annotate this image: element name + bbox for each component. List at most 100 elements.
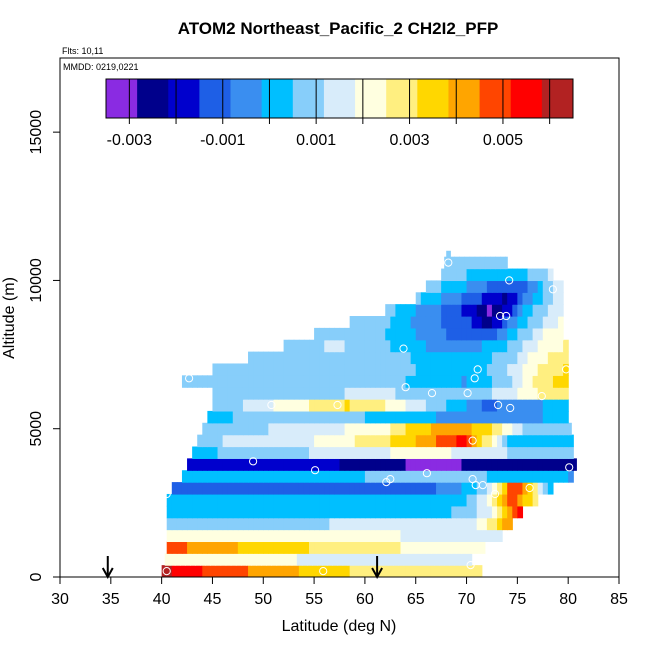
heatmap-cell	[273, 517, 280, 531]
heatmap-cell	[283, 493, 290, 507]
heatmap-cell	[202, 517, 208, 531]
heatmap-cell	[573, 458, 577, 471]
heatmap-cell	[497, 399, 503, 412]
heatmap-cell	[449, 553, 455, 566]
heatmap-cell	[552, 375, 559, 388]
heatmap-cell	[217, 458, 224, 471]
heatmap-cell	[415, 565, 422, 577]
heatmap-cell	[522, 339, 529, 353]
heatmap-cell	[181, 482, 188, 495]
heatmap-cell	[410, 482, 417, 495]
heatmap-cell	[476, 339, 483, 353]
heatmap-cell	[324, 422, 330, 436]
y-axis-label: Altitude (m)	[1, 277, 18, 359]
heatmap-cell	[385, 327, 391, 341]
heatmap-cell	[298, 399, 305, 412]
heatmap-cell	[237, 493, 244, 507]
heatmap-cell	[517, 327, 524, 341]
heatmap-cell	[263, 517, 269, 531]
heatmap-cell	[242, 434, 249, 448]
heatmap-cell	[425, 434, 432, 448]
heatmap-cell	[309, 505, 315, 519]
heatmap-cell	[349, 470, 356, 483]
heatmap-cell	[354, 410, 361, 424]
heatmap-cell	[207, 434, 214, 448]
heatmap-cell	[334, 399, 341, 412]
heatmap-cell	[166, 529, 173, 543]
heatmap-cell	[192, 482, 198, 495]
heatmap-cell	[471, 387, 478, 400]
heatmap-cell	[461, 565, 468, 577]
heatmap-cell	[491, 280, 498, 293]
heatmap-cell	[393, 553, 400, 566]
heatmap-cell	[268, 470, 275, 483]
heatmap-cell	[441, 410, 447, 424]
heatmap-cell	[273, 363, 280, 376]
heatmap-cell	[380, 470, 386, 483]
heatmap-cell	[542, 268, 549, 282]
heatmap-cell	[436, 327, 442, 341]
heatmap-cell	[532, 399, 539, 412]
heatmap-cell	[451, 482, 457, 495]
heatmap-cell	[563, 339, 569, 353]
heatmap-cell	[430, 422, 437, 436]
heatmap-cell	[202, 482, 208, 495]
heatmap-cell	[319, 482, 325, 495]
heatmap-cell	[436, 410, 442, 424]
heatmap-cell	[456, 351, 463, 365]
heatmap-cell	[166, 493, 173, 507]
heatmap-cell	[527, 363, 534, 376]
heatmap-cell	[395, 434, 402, 448]
heatmap-cell	[466, 517, 473, 531]
heatmap-cell	[258, 422, 264, 436]
heatmap-cell	[395, 327, 402, 341]
sample-point	[399, 344, 408, 353]
heatmap-cell	[309, 517, 315, 531]
x-tick-label: 80	[559, 591, 577, 608]
heatmap-cell	[436, 470, 442, 483]
heatmap-cell	[319, 434, 325, 448]
heatmap-cell	[400, 399, 407, 412]
heatmap-cell	[232, 375, 239, 388]
heatmap-cell	[466, 280, 473, 293]
heatmap-cell	[293, 351, 300, 365]
heatmap-cell	[385, 446, 391, 459]
heatmap-cell	[497, 327, 503, 341]
heatmap-cell	[309, 565, 315, 577]
heatmap-cell	[430, 434, 437, 448]
heatmap-cell	[380, 399, 386, 412]
heatmap-cell	[273, 422, 280, 436]
heatmap-cell	[283, 410, 290, 424]
heatmap-cell	[176, 493, 183, 507]
heatmap-cell	[309, 529, 315, 543]
heatmap-cell	[527, 399, 534, 412]
heatmap-cell	[197, 446, 203, 459]
heatmap-cell	[334, 541, 341, 554]
heatmap-cell	[200, 553, 206, 566]
heatmap-cell	[461, 517, 468, 531]
heatmap-cell	[471, 505, 478, 519]
heatmap-cell	[227, 517, 234, 531]
heatmap-cell	[436, 529, 442, 543]
heatmap-cell	[301, 553, 308, 566]
heatmap-cell	[466, 482, 473, 495]
heatmap-cell	[425, 399, 432, 412]
heatmap-cell	[466, 375, 473, 388]
heatmap-cell	[568, 470, 574, 483]
heatmap-cell	[263, 493, 269, 507]
heatmap-cell	[420, 375, 427, 388]
heatmap-cell	[207, 505, 214, 519]
heatmap-cell	[415, 446, 422, 459]
heatmap-cell	[278, 505, 285, 519]
heatmap-cell	[202, 565, 208, 577]
heatmap-cell	[451, 304, 457, 317]
heatmap-cell	[425, 482, 432, 495]
heatmap-cell	[471, 268, 478, 282]
heatmap-cell	[563, 363, 569, 376]
heatmap-cell	[491, 268, 498, 282]
heatmap-cell	[197, 458, 203, 471]
colorbar-swatch	[168, 79, 200, 118]
heatmap-cell	[334, 493, 341, 507]
heatmap-cell	[517, 292, 524, 305]
heatmap-cell	[385, 493, 391, 507]
